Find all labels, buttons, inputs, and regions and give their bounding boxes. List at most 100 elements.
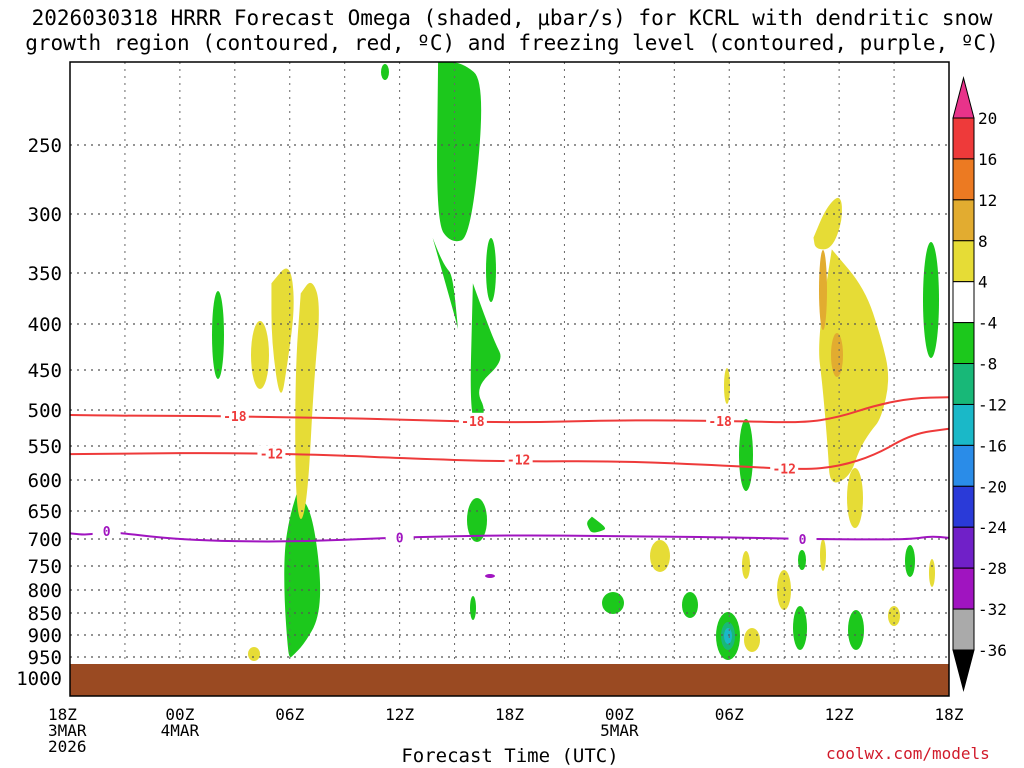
colorbar-label-4: 4 <box>978 273 988 292</box>
contour-label-3: -12 <box>260 447 283 462</box>
contour-dgz_bottom <box>69 427 950 470</box>
omega-cell-20 <box>470 596 476 620</box>
colorbar-label-10: -24 <box>978 518 1007 537</box>
contour-label-bg-8 <box>788 531 817 546</box>
colorbar-band-2 <box>952 199 975 242</box>
colorbar-label-12: -32 <box>978 600 1007 619</box>
omega-shading-layer <box>212 62 939 661</box>
title-line-1: 2026030318 HRRR Forecast Omega (shaded, … <box>31 6 993 30</box>
plot-frame <box>69 61 950 697</box>
grid-layer <box>70 62 949 696</box>
contour-label-0: -18 <box>223 410 247 425</box>
omega-cell-19 <box>682 592 698 618</box>
omega-cell-18 <box>602 592 624 614</box>
x-tick-30-0: 00Z <box>605 705 634 724</box>
y-tick-450: 450 <box>28 360 62 382</box>
contour-label-bg-2 <box>706 412 735 428</box>
omega-cell-14 <box>820 539 826 571</box>
omega-cell-29 <box>485 574 495 578</box>
contour-label-2: -18 <box>708 415 732 430</box>
x-tick-48-0: 18Z <box>935 705 964 724</box>
colorbar-band-7 <box>952 403 975 446</box>
colorbar-band-1 <box>952 158 975 201</box>
colorbar-band-8 <box>952 444 975 487</box>
colorbar-label-11: -28 <box>978 559 1007 578</box>
omega-cell-11 <box>650 540 670 572</box>
colorbar: 20 16 12 8 4 -4 -8 -12 -16 -20 -24 -28 -32 -36 <box>952 76 1007 692</box>
chart-title: 2026030318 HRRR Forecast Omega (shaded, … <box>0 6 1024 56</box>
contour-label-6: 0 <box>103 525 111 540</box>
colorbar-band-6 <box>952 363 975 405</box>
contour-label-bg-5 <box>770 460 799 476</box>
x-tick-6-1: 4MAR <box>161 721 200 740</box>
contour-label-bg-1 <box>458 412 487 428</box>
y-tick-350: 350 <box>28 263 62 285</box>
y-tick-850: 850 <box>28 603 62 625</box>
contour-label-bg-4 <box>504 451 533 467</box>
colorbar-label-6: -8 <box>978 355 997 374</box>
y-tick-750: 750 <box>28 556 62 578</box>
contour-label-bg-7 <box>385 529 414 545</box>
colorbar-band-0 <box>952 117 975 160</box>
colorbar-arrow-bottom <box>952 649 975 692</box>
omega-cell-5 <box>724 368 730 404</box>
x-tick-42-0: 12Z <box>825 705 854 724</box>
omega-green-1430z <box>437 62 482 242</box>
contour-label-bg-6 <box>92 523 121 539</box>
omega-cell-6 <box>739 419 753 491</box>
y-tick-1000: 1000 <box>16 668 62 690</box>
colorbar-band-4 <box>952 281 975 324</box>
colorbar-label-5: -4 <box>978 314 997 333</box>
credit-link[interactable]: coolwx.com/models <box>826 744 990 763</box>
colorbar-label-0: 20 <box>978 109 997 128</box>
colorbar-band-10 <box>952 526 975 569</box>
y-tick-500: 500 <box>28 400 62 422</box>
omega-cell-15 <box>905 545 915 577</box>
omega-cell-1 <box>212 291 224 379</box>
y-tick-550: 550 <box>28 436 62 458</box>
colorbar-label-1: 16 <box>978 150 997 169</box>
omega-cell-7 <box>819 250 827 330</box>
x-tick-18-0: 12Z <box>385 705 414 724</box>
colorbar-band-5 <box>952 322 975 365</box>
x-tick-0-2: 2026 <box>48 737 87 756</box>
omega-cell-21 <box>793 606 807 650</box>
contour-label-5: -12 <box>772 462 795 477</box>
terrain-ground <box>70 664 949 696</box>
omega-cell-0 <box>381 64 389 80</box>
contour-label-4: -12 <box>507 454 530 469</box>
y-tick-250: 250 <box>28 135 62 157</box>
omega-green-0430z <box>587 516 606 533</box>
omega-cell-4 <box>923 242 939 358</box>
colorbar-label-9: -20 <box>978 477 1007 496</box>
omega-cell-13 <box>798 550 806 570</box>
omega-cell-10 <box>467 498 487 542</box>
x-tick-0-1: 3MAR <box>48 721 87 740</box>
omega-green-12z-lower <box>284 492 321 658</box>
y-tick-650: 650 <box>28 501 62 523</box>
colorbar-band-11 <box>952 567 975 610</box>
x-tick-12-0: 06Z <box>275 705 304 724</box>
contour-label-bg-3 <box>257 445 286 461</box>
omega-yellow-1300z <box>295 282 319 519</box>
omega-cell-27 <box>724 628 732 644</box>
contour-label-1: -18 <box>461 415 485 430</box>
colorbar-label-13: -36 <box>978 641 1007 660</box>
omega-green-2130z <box>470 283 501 424</box>
omega-cell-9 <box>847 468 863 528</box>
y-axis-ticks: 2503003504004505005506006507007508008509… <box>16 135 62 690</box>
x-tick-6-0: 00Z <box>165 705 194 724</box>
y-tick-300: 300 <box>28 204 62 226</box>
y-tick-950: 950 <box>28 647 62 669</box>
contour-dgz_top <box>69 396 950 424</box>
omega-cell-2 <box>251 321 269 389</box>
omega-cell-28 <box>248 647 260 661</box>
colorbar-band-12 <box>952 608 975 651</box>
omega-cell-8 <box>831 333 843 377</box>
y-tick-600: 600 <box>28 470 62 492</box>
colorbar-label-3: 8 <box>978 232 988 251</box>
colorbar-band-9 <box>952 485 975 528</box>
colorbar-band-3 <box>952 240 975 283</box>
